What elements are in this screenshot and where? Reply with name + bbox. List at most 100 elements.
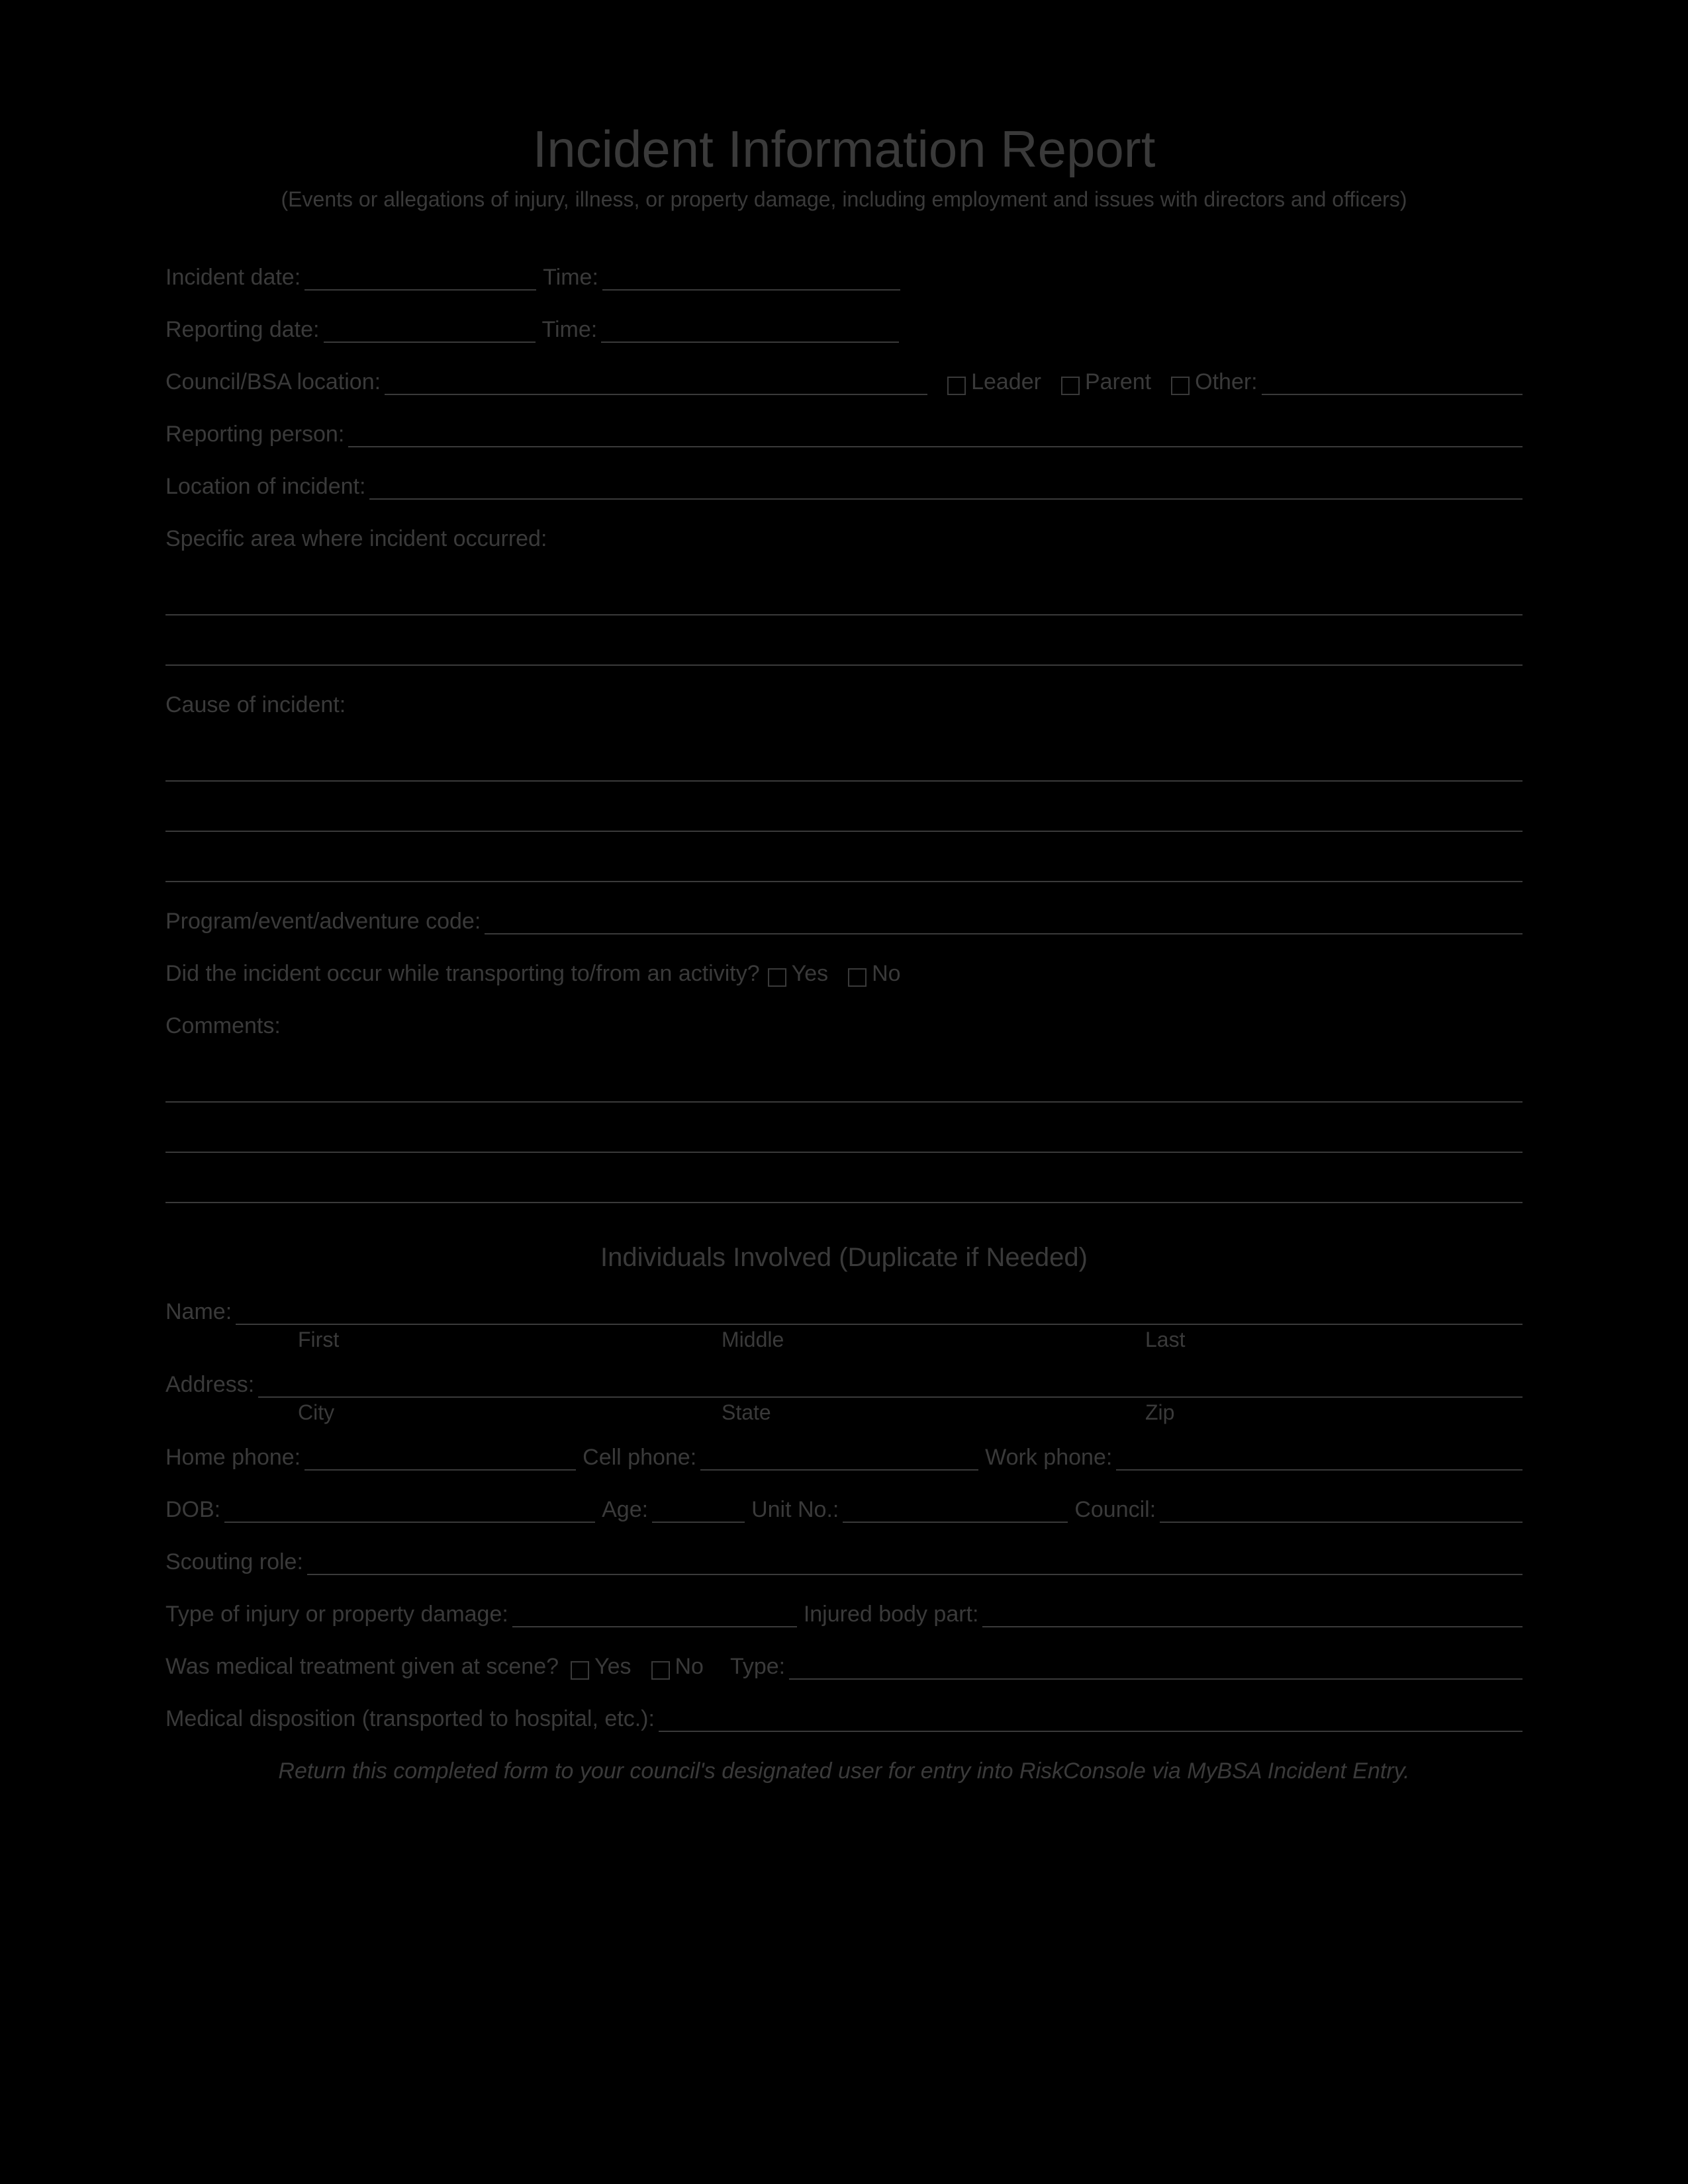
- row-injury-type: Type of injury or property damage: Injur…: [165, 1602, 1523, 1627]
- label-no-2: No: [675, 1654, 704, 1680]
- label-cause: Cause of incident:: [165, 692, 1523, 718]
- label-work-phone: Work phone:: [985, 1445, 1112, 1471]
- row-program-code: Program/event/adventure code:: [165, 909, 1523, 934]
- row-scouting-role: Scouting role:: [165, 1549, 1523, 1575]
- field-age[interactable]: [652, 1499, 745, 1523]
- label-parent: Parent: [1085, 369, 1151, 395]
- field-dob[interactable]: [224, 1499, 595, 1523]
- label-address: Address:: [165, 1372, 254, 1398]
- field-specific-area-2[interactable]: [165, 642, 1523, 666]
- field-incident-date[interactable]: [305, 267, 536, 291]
- field-injured-body-part[interactable]: [982, 1604, 1523, 1627]
- row-phones: Home phone: Cell phone: Work phone:: [165, 1445, 1523, 1471]
- field-cell-phone[interactable]: [700, 1447, 978, 1471]
- label-reporting-date: Reporting date:: [165, 317, 320, 343]
- field-scouting-role[interactable]: [307, 1551, 1523, 1575]
- label-state: State: [722, 1400, 1145, 1425]
- label-incident-date: Incident date:: [165, 265, 301, 291]
- label-reporting-person: Reporting person:: [165, 422, 344, 447]
- row-transporting: Did the incident occur while transportin…: [165, 961, 1523, 987]
- row-medical-treatment: Was medical treatment given at scene? Ye…: [165, 1654, 1523, 1680]
- checkbox-leader[interactable]: [947, 377, 966, 395]
- field-comments-2[interactable]: [165, 1129, 1523, 1153]
- label-location-incident: Location of incident:: [165, 474, 365, 500]
- label-program-code: Program/event/adventure code:: [165, 909, 481, 934]
- label-council: Council:: [1074, 1497, 1156, 1523]
- checkbox-treat-no[interactable]: [651, 1661, 670, 1680]
- page-title: Incident Information Report: [165, 119, 1523, 179]
- row-reporting-person: Reporting person:: [165, 422, 1523, 447]
- label-zip: Zip: [1145, 1400, 1523, 1425]
- footer-note: Return this completed form to your counc…: [165, 1758, 1523, 1784]
- label-reporting-time: Time:: [542, 317, 598, 343]
- checkbox-parent[interactable]: [1061, 377, 1080, 395]
- label-middle: Middle: [722, 1328, 1145, 1352]
- label-first: First: [298, 1328, 722, 1352]
- checkbox-treat-yes[interactable]: [571, 1661, 589, 1680]
- label-transporting: Did the incident occur while transportin…: [165, 961, 760, 987]
- row-dob: DOB: Age: Unit No.: Council:: [165, 1497, 1523, 1523]
- field-home-phone[interactable]: [305, 1447, 576, 1471]
- label-comments: Comments:: [165, 1013, 1523, 1039]
- label-name: Name:: [165, 1299, 232, 1325]
- field-reporting-date[interactable]: [324, 319, 536, 343]
- label-medical-disposition: Medical disposition (transported to hosp…: [165, 1706, 655, 1732]
- label-no-1: No: [872, 961, 900, 987]
- label-age: Age:: [602, 1497, 648, 1523]
- field-comments-1[interactable]: [165, 1079, 1523, 1103]
- field-name[interactable]: [236, 1301, 1523, 1325]
- label-unit-no: Unit No.:: [751, 1497, 839, 1523]
- field-work-phone[interactable]: [1116, 1447, 1523, 1471]
- field-comments-3[interactable]: [165, 1179, 1523, 1203]
- label-home-phone: Home phone:: [165, 1445, 301, 1471]
- field-other[interactable]: [1262, 371, 1523, 395]
- field-unit-no[interactable]: [843, 1499, 1068, 1523]
- field-cause-3[interactable]: [165, 858, 1523, 882]
- label-type: Type:: [730, 1654, 785, 1680]
- row-incident-date: Incident date: Time:: [165, 265, 1523, 291]
- row-address: Address:: [165, 1372, 1523, 1398]
- label-city: City: [298, 1400, 722, 1425]
- field-reporting-time[interactable]: [601, 319, 899, 343]
- checkbox-transporting-yes[interactable]: [768, 968, 786, 987]
- label-incident-time: Time:: [543, 265, 598, 291]
- label-yes-2: Yes: [594, 1654, 631, 1680]
- field-injury-type[interactable]: [512, 1604, 797, 1627]
- label-dob: DOB:: [165, 1497, 220, 1523]
- field-council[interactable]: [1160, 1499, 1523, 1523]
- field-specific-area-1[interactable]: [165, 592, 1523, 615]
- field-treatment-type[interactable]: [789, 1656, 1523, 1680]
- field-council-location[interactable]: [385, 371, 927, 395]
- label-cell-phone: Cell phone:: [583, 1445, 696, 1471]
- label-council-location: Council/BSA location:: [165, 369, 381, 395]
- row-council-location: Council/BSA location: Leader Parent Othe…: [165, 369, 1523, 395]
- label-scouting-role: Scouting role:: [165, 1549, 303, 1575]
- row-name-sub: First Middle Last: [165, 1328, 1523, 1352]
- label-leader: Leader: [971, 369, 1041, 395]
- field-location-incident[interactable]: [369, 476, 1523, 500]
- row-reporting-date: Reporting date: Time:: [165, 317, 1523, 343]
- field-incident-time[interactable]: [602, 267, 900, 291]
- row-location-incident: Location of incident:: [165, 474, 1523, 500]
- section2-title: Individuals Involved (Duplicate if Neede…: [165, 1243, 1523, 1273]
- page-subtitle: (Events or allegations of injury, illnes…: [165, 187, 1523, 212]
- field-cause-2[interactable]: [165, 808, 1523, 832]
- label-yes-1: Yes: [792, 961, 828, 987]
- field-cause-1[interactable]: [165, 758, 1523, 782]
- label-injured-body-part: Injured body part:: [804, 1602, 979, 1627]
- row-address-sub: City State Zip: [165, 1400, 1523, 1425]
- field-program-code[interactable]: [485, 911, 1523, 934]
- field-medical-disposition[interactable]: [659, 1708, 1523, 1732]
- label-medical-treatment: Was medical treatment given at scene?: [165, 1654, 559, 1680]
- label-last: Last: [1145, 1328, 1523, 1352]
- checkbox-other[interactable]: [1171, 377, 1190, 395]
- label-specific-area: Specific area where incident occurred:: [165, 526, 1523, 552]
- field-reporting-person[interactable]: [348, 424, 1523, 447]
- form-page: Incident Information Report (Events or a…: [0, 0, 1688, 2184]
- label-other: Other:: [1195, 369, 1257, 395]
- field-address[interactable]: [258, 1374, 1523, 1398]
- row-name: Name:: [165, 1299, 1523, 1325]
- checkbox-transporting-no[interactable]: [848, 968, 867, 987]
- row-medical-disposition: Medical disposition (transported to hosp…: [165, 1706, 1523, 1732]
- label-injury-type: Type of injury or property damage:: [165, 1602, 508, 1627]
